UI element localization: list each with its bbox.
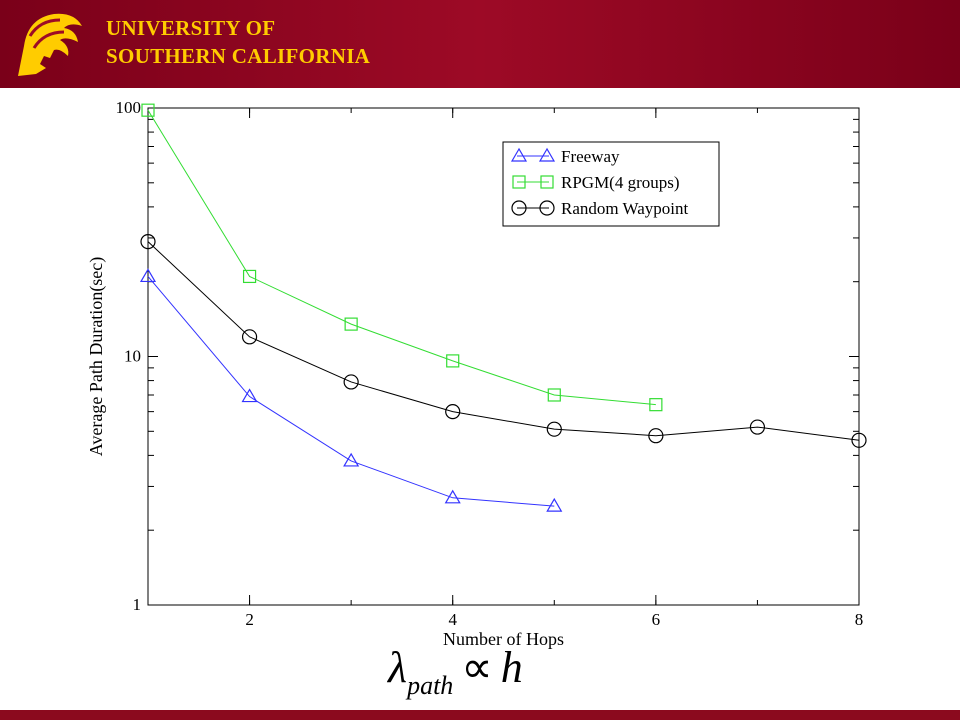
series-rpgm-4-groups- [141, 103, 663, 412]
formula-lambda: λ [388, 643, 408, 692]
formula-proportional: ∝ [461, 643, 493, 692]
data-point [749, 419, 766, 435]
y-tick-label: 1 [133, 595, 142, 614]
series-random-waypoint [140, 233, 867, 448]
data-point [241, 388, 258, 403]
data-point [648, 428, 664, 444]
trojan-head-icon [18, 13, 82, 76]
x-tick-label: 2 [245, 610, 254, 629]
formula: λpath ∝ h [388, 642, 523, 701]
legend-marker [539, 200, 555, 216]
series-freeway [139, 268, 563, 512]
data-point [343, 374, 359, 390]
university-name-line1: UNIVERSITY OF [106, 16, 276, 40]
university-name-line2: SOUTHERN CALIFORNIA [106, 44, 371, 68]
series-line [147, 276, 555, 507]
legend-marker [538, 147, 556, 162]
data-point [445, 404, 461, 420]
formula-h: h [500, 643, 523, 692]
data-point [649, 398, 663, 412]
data-point [851, 432, 867, 448]
header-banner: UNIVERSITY OF SOUTHERN CALIFORNIA [0, 0, 960, 88]
series-line [147, 241, 860, 441]
x-tick-label: 4 [448, 610, 457, 629]
x-axis-label: Number of Hops [443, 629, 564, 649]
legend-label: RPGM(4 groups) [561, 173, 680, 192]
legend-marker [511, 200, 527, 216]
data-point [446, 354, 460, 368]
legend-label: Freeway [561, 147, 620, 166]
legend-marker [512, 175, 526, 189]
data-point [141, 103, 155, 117]
legend-entry: Random Waypoint [511, 199, 689, 218]
x-tick-label: 8 [855, 610, 864, 629]
data-point [444, 489, 461, 504]
legend-marker [540, 175, 554, 189]
footer-bar [0, 710, 960, 720]
x-tick-label: 6 [652, 610, 661, 629]
legend-entry: RPGM(4 groups) [512, 173, 680, 192]
y-tick-label: 10 [124, 347, 141, 366]
data-point [343, 452, 360, 467]
y-axis-label: Average Path Duration(sec) [86, 257, 107, 457]
legend-label: Random Waypoint [561, 199, 689, 218]
data-point [241, 329, 258, 345]
series-line [147, 109, 656, 406]
data-point [139, 268, 157, 283]
data-point [546, 497, 563, 512]
legend-marker [510, 147, 528, 162]
data-point [547, 388, 561, 402]
data-point [344, 317, 358, 331]
formula-subscript: path [407, 671, 454, 700]
data-point [242, 269, 257, 284]
y-tick-label: 100 [116, 98, 142, 117]
data-point [546, 421, 562, 437]
line-chart: 1 10 100 2 4 6 8 Number of Hops Average Path Dur… [86, 98, 867, 649]
legend-entry: Freeway [510, 147, 620, 166]
data-point [140, 233, 156, 250]
university-name: UNIVERSITY OF SOUTHERN CALIFORNIA [106, 14, 370, 70]
